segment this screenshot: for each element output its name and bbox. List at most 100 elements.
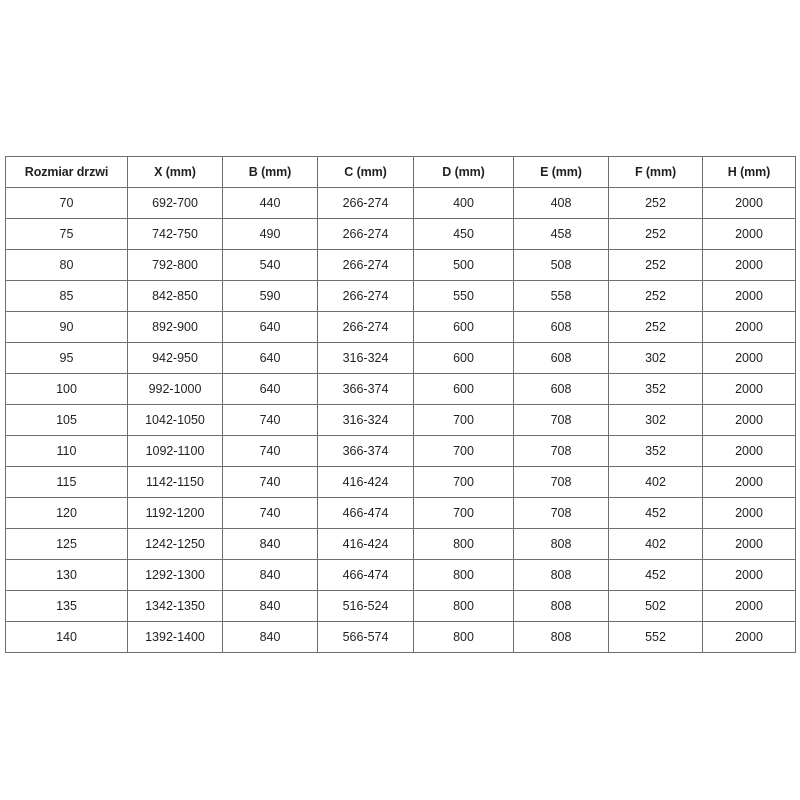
- table-cell: 2000: [702, 373, 796, 405]
- column-header-b: B (mm): [222, 156, 318, 188]
- table-row: 95 942-950 640 316-324 600 608 302 2000: [5, 342, 796, 374]
- table-cell: 458: [513, 218, 609, 250]
- table-cell: 252: [608, 280, 703, 312]
- table-cell: 452: [608, 559, 703, 591]
- cell-door-size: 105: [5, 404, 128, 436]
- table-cell: 2000: [702, 280, 796, 312]
- table-cell: 400: [413, 187, 514, 219]
- table-cell: 708: [513, 466, 609, 498]
- table-cell: 708: [513, 404, 609, 436]
- column-header-rozmiar-drzwi: Rozmiar drzwi: [5, 156, 128, 188]
- column-header-f: F (mm): [608, 156, 703, 188]
- table-cell: 266-274: [317, 311, 414, 343]
- table-cell: 2000: [702, 497, 796, 529]
- table-row: 135 1342-1350 840 516-524 800 808 502 2000: [5, 590, 796, 622]
- table-cell: 452: [608, 497, 703, 529]
- table-cell: 2000: [702, 435, 796, 467]
- cell-door-size: 90: [5, 311, 128, 343]
- table-cell: 840: [222, 528, 318, 560]
- table-cell: 942-950: [127, 342, 223, 374]
- table-header: Rozmiar drzwi X (mm) B (mm) C (mm) D (mm…: [5, 156, 796, 188]
- table-cell: 800: [413, 528, 514, 560]
- table-cell: 800: [413, 621, 514, 653]
- table-cell: 302: [608, 342, 703, 374]
- table-cell: 402: [608, 528, 703, 560]
- table-cell: 366-374: [317, 435, 414, 467]
- cell-door-size: 85: [5, 280, 128, 312]
- table-cell: 1342-1350: [127, 590, 223, 622]
- table-cell: 742-750: [127, 218, 223, 250]
- table-cell: 2000: [702, 590, 796, 622]
- table-row: 80 792-800 540 266-274 500 508 252 2000: [5, 249, 796, 281]
- table-row: 125 1242-1250 840 416-424 800 808 402 2000: [5, 528, 796, 560]
- table-cell: 2000: [702, 218, 796, 250]
- table-cell: 416-424: [317, 528, 414, 560]
- table-cell: 302: [608, 404, 703, 436]
- table-row: 130 1292-1300 840 466-474 800 808 452 2000: [5, 559, 796, 591]
- table-cell: 252: [608, 218, 703, 250]
- table-cell: 840: [222, 621, 318, 653]
- table-row: 90 892-900 640 266-274 600 608 252 2000: [5, 311, 796, 343]
- cell-door-size: 125: [5, 528, 128, 560]
- table-row: 70 692-700 440 266-274 400 408 252 2000: [5, 187, 796, 219]
- table-cell: 2000: [702, 249, 796, 281]
- table-cell: 740: [222, 404, 318, 436]
- cell-door-size: 110: [5, 435, 128, 467]
- table-cell: 500: [413, 249, 514, 281]
- cell-door-size: 70: [5, 187, 128, 219]
- table-cell: 840: [222, 590, 318, 622]
- table-cell: 316-324: [317, 404, 414, 436]
- table-cell: 640: [222, 342, 318, 374]
- table-cell: 1092-1100: [127, 435, 223, 467]
- table-cell: 508: [513, 249, 609, 281]
- table-cell: 700: [413, 404, 514, 436]
- table-cell: 352: [608, 435, 703, 467]
- table-cell: 566-574: [317, 621, 414, 653]
- table-cell: 2000: [702, 621, 796, 653]
- table-row: 75 742-750 490 266-274 450 458 252 2000: [5, 218, 796, 250]
- table-cell: 700: [413, 497, 514, 529]
- table-cell: 892-900: [127, 311, 223, 343]
- table-cell: 516-524: [317, 590, 414, 622]
- cell-door-size: 120: [5, 497, 128, 529]
- table-cell: 808: [513, 621, 609, 653]
- table-cell: 808: [513, 590, 609, 622]
- table-cell: 700: [413, 466, 514, 498]
- table-cell: 552: [608, 621, 703, 653]
- table-cell: 558: [513, 280, 609, 312]
- table-cell: 792-800: [127, 249, 223, 281]
- cell-door-size: 115: [5, 466, 128, 498]
- table-cell: 2000: [702, 311, 796, 343]
- table-cell: 352: [608, 373, 703, 405]
- table-cell: 450: [413, 218, 514, 250]
- table-cell: 700: [413, 435, 514, 467]
- table-row: 85 842-850 590 266-274 550 558 252 2000: [5, 280, 796, 312]
- table-row: 105 1042-1050 740 316-324 700 708 302 2000: [5, 404, 796, 436]
- table-cell: 840: [222, 559, 318, 591]
- table-cell: 800: [413, 559, 514, 591]
- table-cell: 708: [513, 497, 609, 529]
- table-cell: 402: [608, 466, 703, 498]
- table-cell: 590: [222, 280, 318, 312]
- table-cell: 2000: [702, 342, 796, 374]
- cell-door-size: 100: [5, 373, 128, 405]
- table-row: 120 1192-1200 740 466-474 700 708 452 2000: [5, 497, 796, 529]
- table-cell: 2000: [702, 528, 796, 560]
- table-cell: 640: [222, 373, 318, 405]
- table-cell: 600: [413, 342, 514, 374]
- table-cell: 266-274: [317, 218, 414, 250]
- table-cell: 266-274: [317, 249, 414, 281]
- table-cell: 800: [413, 590, 514, 622]
- table-cell: 740: [222, 497, 318, 529]
- table-cell: 550: [413, 280, 514, 312]
- table-cell: 808: [513, 528, 609, 560]
- table-cell: 2000: [702, 404, 796, 436]
- table-cell: 466-474: [317, 497, 414, 529]
- column-header-c: C (mm): [317, 156, 414, 188]
- table-cell: 416-424: [317, 466, 414, 498]
- table-cell: 600: [413, 311, 514, 343]
- table-cell: 2000: [702, 466, 796, 498]
- cell-door-size: 95: [5, 342, 128, 374]
- cell-door-size: 140: [5, 621, 128, 653]
- column-header-h: H (mm): [702, 156, 796, 188]
